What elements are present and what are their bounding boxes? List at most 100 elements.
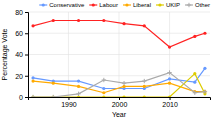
tick: 20 <box>15 72 28 79</box>
tick-label: 0 <box>19 94 23 101</box>
grid-line-y <box>28 33 210 34</box>
axis-line <box>25 13 29 98</box>
point <box>77 85 80 88</box>
tick-label: 2010 <box>162 101 178 108</box>
tick: 80 <box>15 9 28 16</box>
point <box>193 81 196 84</box>
point <box>31 24 34 27</box>
tick-mark <box>119 97 120 100</box>
point <box>167 70 171 74</box>
tick-mark <box>25 76 28 77</box>
legend-swatch <box>39 4 47 5</box>
chart-container: 1990 2000 2010 0 20 40 60 80 Year Percentage Vote… <box>0 0 216 119</box>
point <box>203 32 206 35</box>
point <box>122 22 125 25</box>
point <box>168 82 171 85</box>
point <box>168 77 171 80</box>
series-line <box>33 21 205 48</box>
point <box>51 95 55 97</box>
series-line <box>33 73 205 97</box>
legend-marker <box>92 3 95 6</box>
tick-label: 60 <box>15 30 23 37</box>
point <box>122 81 126 85</box>
point <box>76 92 80 96</box>
point <box>52 82 55 85</box>
point <box>203 89 207 93</box>
legend-item: Labour <box>89 2 118 8</box>
grid-line-y <box>28 12 210 13</box>
point <box>143 85 146 88</box>
tick-mark <box>25 55 28 56</box>
point <box>102 91 105 94</box>
legend-item: UKIP <box>156 2 180 8</box>
legend-swatch <box>89 4 97 5</box>
legend-label: Other <box>195 2 210 8</box>
series <box>31 19 206 49</box>
point <box>102 19 105 22</box>
y-axis: 0 20 40 60 80 <box>15 9 28 101</box>
series-line <box>33 74 205 97</box>
tick: 0 <box>19 94 28 101</box>
point <box>102 78 106 82</box>
y-axis-title: Percentage Vote <box>1 29 9 81</box>
tick-label: 80 <box>15 9 23 16</box>
legend-item: Other <box>185 2 210 8</box>
point <box>168 45 171 48</box>
point <box>143 24 146 27</box>
chart: 1990 2000 2010 0 20 40 60 80 Year Percentage Vote… <box>0 0 216 119</box>
tick-mark <box>25 33 28 34</box>
point <box>193 72 196 75</box>
legend: Conservative Labour Liberal UKIP Other <box>39 2 210 8</box>
tick-label: 20 <box>15 72 23 79</box>
point <box>193 91 197 95</box>
legend-label: Conservative <box>49 2 85 8</box>
tick-mark <box>170 97 171 100</box>
grid-line-y <box>28 54 210 55</box>
series-line <box>33 68 205 88</box>
legend-marker <box>187 3 191 7</box>
point <box>142 79 146 83</box>
tick: 40 <box>15 51 28 58</box>
point <box>31 76 34 79</box>
point <box>52 95 55 97</box>
legend-marker <box>42 3 45 6</box>
legend-swatch <box>123 4 131 5</box>
tick-label: 1990 <box>61 101 77 108</box>
legend-label: UKIP <box>166 2 180 8</box>
point <box>143 95 146 97</box>
tick-label: 40 <box>15 51 23 58</box>
tick: 2010 <box>162 97 178 108</box>
legend-swatch <box>156 4 164 5</box>
legend-item: Conservative <box>39 2 85 8</box>
point <box>77 19 80 22</box>
x-axis-title: Year <box>112 111 127 118</box>
point <box>31 95 34 97</box>
tick: 1990 <box>61 97 77 108</box>
tick-mark <box>25 97 28 98</box>
point <box>31 79 34 82</box>
tick-label: 2000 <box>112 101 128 108</box>
point <box>102 87 105 90</box>
point <box>52 19 55 22</box>
point <box>77 79 80 82</box>
point <box>168 95 171 97</box>
point <box>193 35 196 38</box>
legend-marker <box>125 3 128 6</box>
legend-marker <box>158 3 161 6</box>
legend-label: Liberal <box>133 2 151 8</box>
point <box>31 95 35 97</box>
point <box>102 95 105 97</box>
series <box>31 72 206 97</box>
grid-line-y <box>28 75 210 76</box>
grid <box>28 12 210 97</box>
point <box>203 67 206 70</box>
x-axis: 1990 2000 2010 <box>29 97 211 108</box>
tick: 60 <box>15 30 28 37</box>
tick-mark <box>68 97 69 100</box>
legend-item: Liberal <box>123 2 151 8</box>
plot-area <box>31 19 207 97</box>
point <box>122 95 125 97</box>
legend-label: Labour <box>99 2 118 8</box>
axis-line <box>29 98 211 101</box>
tick: 2000 <box>112 97 128 108</box>
